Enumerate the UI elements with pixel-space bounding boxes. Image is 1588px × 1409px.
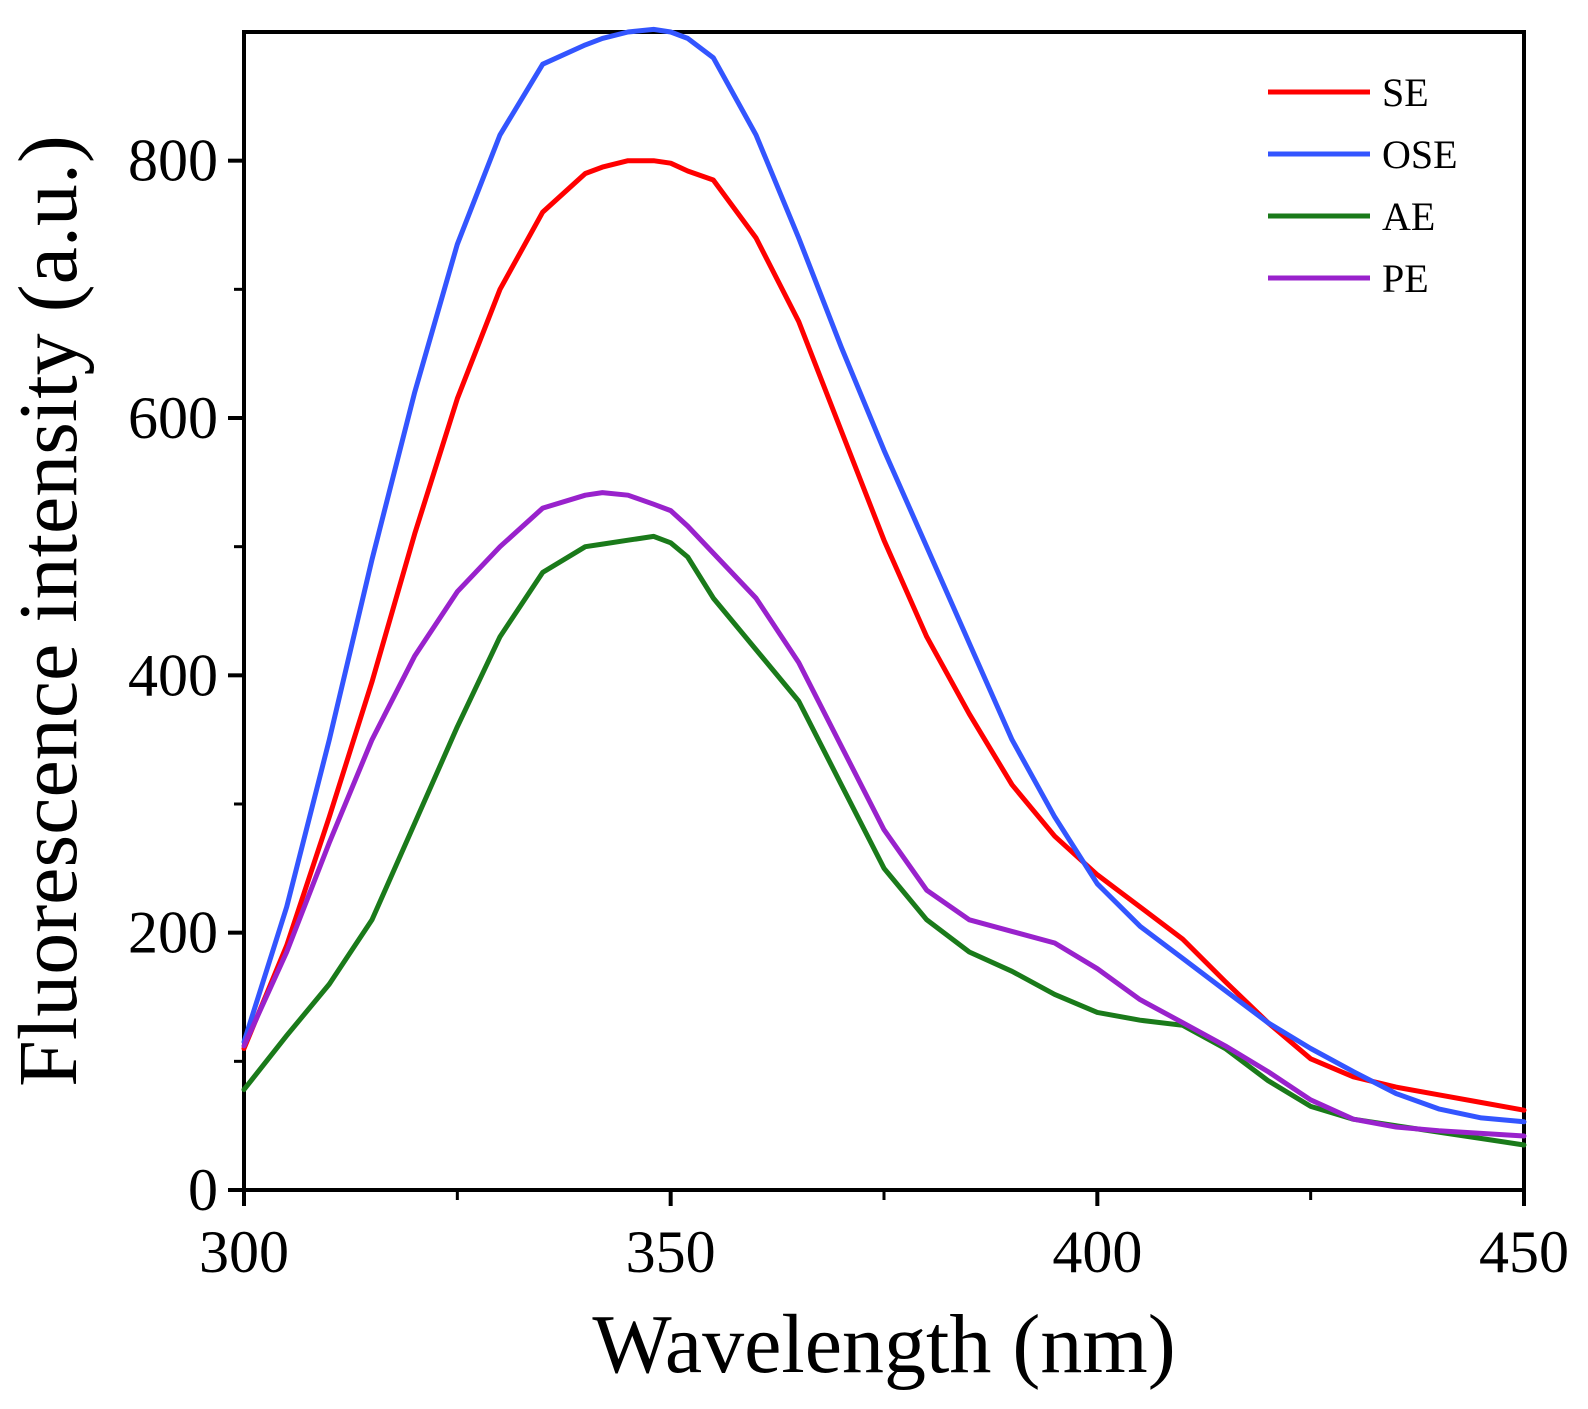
- x-tick-label: 300: [199, 1219, 289, 1285]
- y-axis-label: Fluorescence intensity (a.u.): [2, 135, 95, 1087]
- legend-label-se: SE: [1382, 70, 1429, 115]
- x-axis-tick-labels: 300 350 400 450: [199, 1219, 1569, 1285]
- series-line-pe: [241, 490, 1527, 1139]
- x-tick-label: 400: [1052, 1219, 1142, 1285]
- x-axis-label: Wavelength (nm): [592, 1298, 1175, 1391]
- legend-label-pe: PE: [1382, 256, 1429, 301]
- plot-frame: [242, 30, 1526, 1192]
- y-tick-label: 400: [128, 642, 218, 708]
- legend-label-ose: OSE: [1382, 132, 1458, 177]
- legend: SE OSE AE PE: [1268, 70, 1458, 301]
- axis-ticks: [228, 158, 1526, 1206]
- x-tick-label: 350: [626, 1219, 716, 1285]
- y-tick-label: 600: [128, 385, 218, 451]
- series-line-ae: [241, 533, 1527, 1148]
- series-line-ose: [241, 26, 1527, 1125]
- legend-label-ae: AE: [1382, 194, 1435, 239]
- series-layer: [241, 26, 1527, 1148]
- y-tick-label: 0: [188, 1157, 218, 1223]
- y-tick-label: 800: [128, 128, 218, 194]
- series-line-se: [241, 158, 1527, 1113]
- y-axis-tick-labels: 0 200 400 600 800: [128, 128, 218, 1223]
- y-tick-label: 200: [128, 900, 218, 966]
- x-tick-label: 450: [1479, 1219, 1569, 1285]
